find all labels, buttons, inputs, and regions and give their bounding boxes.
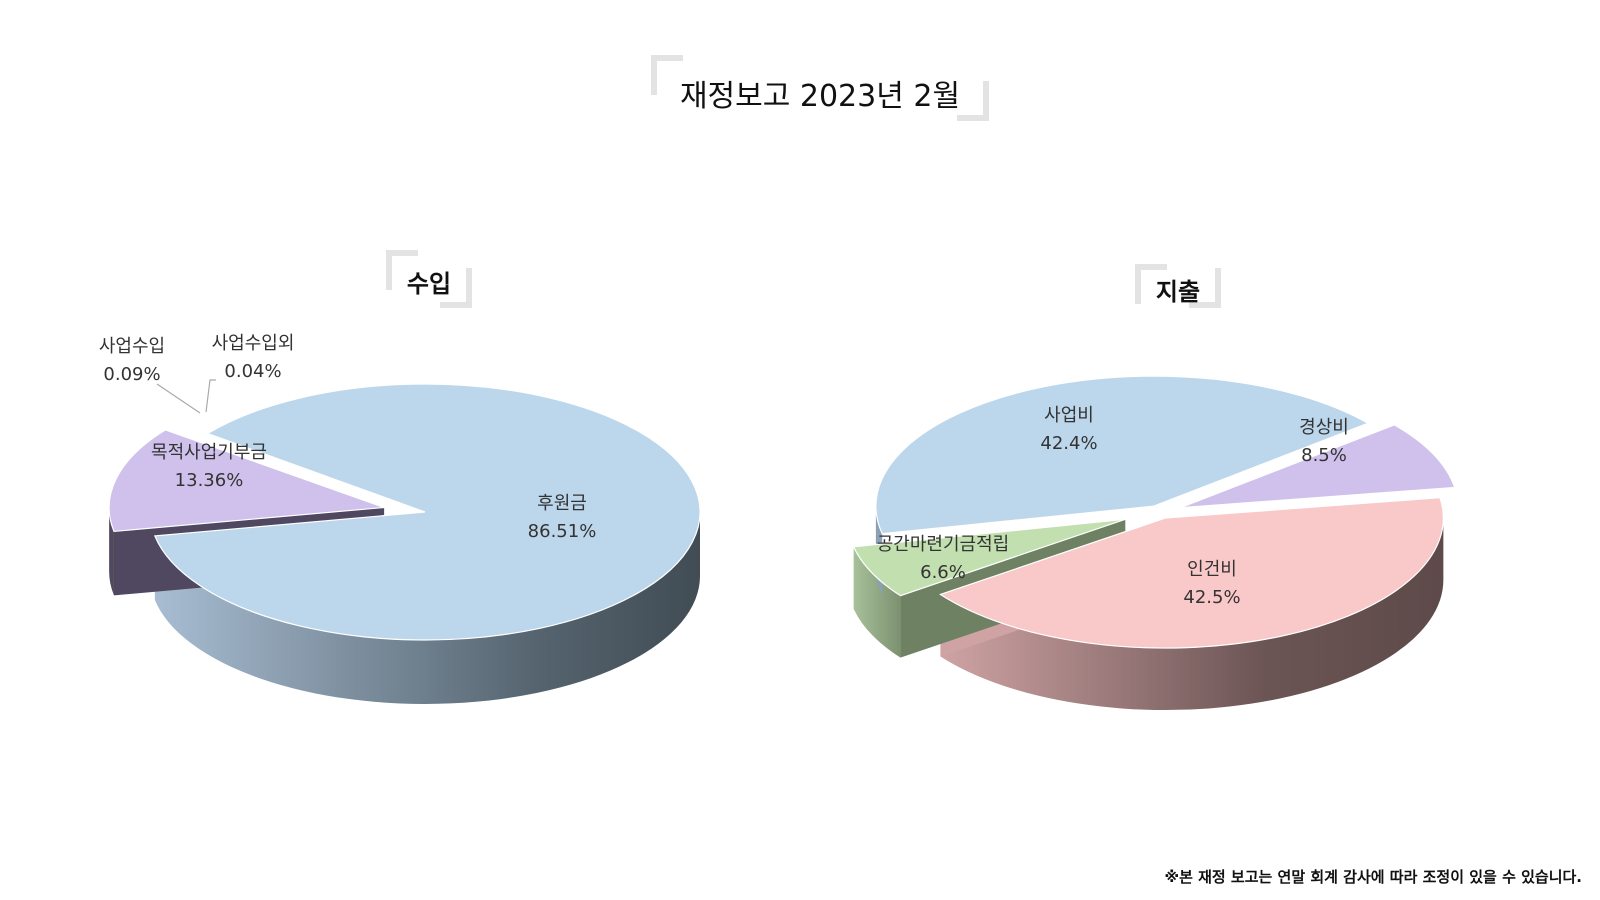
income-chart-title: 수입 [386,250,472,308]
income-value-1: 13.36% [175,470,244,491]
income-pie: 후원금 86.51% 목적사업기부금 13.36% 사업수입 0.09% 사업수입외 0.04… [99,333,701,704]
income-slice-0 [153,383,701,641]
report-title: 재정보고 2023년 2월 [651,55,989,121]
income-value-3: 0.04% [224,361,281,382]
income-leader-3 [205,379,216,413]
expense-label-0: 인건비 [1187,559,1237,580]
expense-label-2: 사업비 [1044,405,1094,426]
expense-chart-title-text: 지출 [1155,278,1201,306]
expense-slice-2 [875,375,1370,535]
income-slice-1 [108,429,385,533]
income-slice-3 [182,424,402,505]
expense-value-0: 42.5% [1183,587,1240,608]
income-chart-title-text: 수입 [406,270,452,298]
expense-wall-1 [853,546,901,658]
income-wall-0 [154,512,700,704]
expense-label-3: 경상비 [1299,417,1349,438]
income-value-2: 0.09% [103,364,160,385]
income-label-3: 사업수입외 [212,333,295,354]
expense-value-1: 6.6% [920,562,966,583]
income-value-0: 86.51% [528,521,597,542]
income-leader-2 [156,383,201,414]
footnote: ※본 재정 보고는 연말 회계 감사에 따라 조정이 있을 수 있습니다. [1164,868,1582,886]
expense-pie: 인건비 42.5% 공간마련기금적립 6.6% 사업비 42.4% 경상비 8.5% [852,375,1456,711]
expense-slice-3 [1179,424,1456,509]
expense-chart-title: 지출 [1135,264,1221,308]
expense-slice-1 [852,518,1126,597]
report-title-text: 재정보고 2023년 2월 [679,79,961,114]
income-label-1: 목적사업기부금 [151,442,267,463]
expense-value-3: 8.5% [1301,445,1347,466]
expense-value-2: 42.4% [1040,433,1097,454]
expense-slice-0 [939,497,1444,649]
expense-label-1: 공간마련기금적립 [877,534,1009,555]
income-label-0: 후원금 [537,493,587,514]
expense-wall-0 [940,518,1444,711]
income-label-2: 사업수입 [99,336,165,357]
